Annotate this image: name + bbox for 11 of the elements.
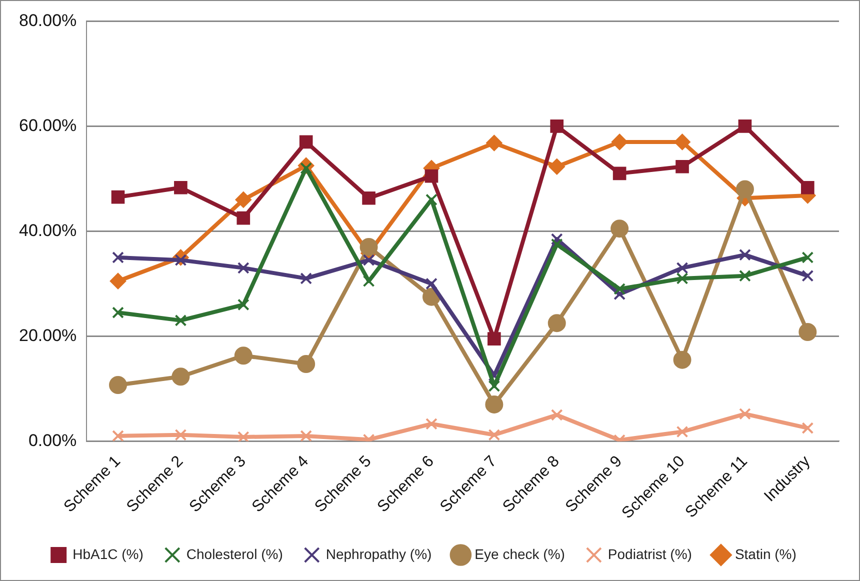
legend-label: Statin (%) — [734, 546, 796, 562]
y-tick-label: 40.00% — [18, 220, 77, 240]
y-tick-label: 80.00% — [18, 10, 77, 30]
legend-label: Eye check (%) — [474, 546, 565, 562]
y-tick-label: 60.00% — [18, 116, 77, 135]
legend-label: Podiatrist (%) — [608, 546, 692, 562]
y-tick-label: 0.00% — [28, 430, 77, 450]
legend-label: Cholesterol (%) — [186, 546, 283, 562]
legend-label: HbA1C (%) — [72, 546, 144, 562]
legend-label: Nephropathy (%) — [326, 546, 432, 562]
y-tick-label: 20.00% — [18, 326, 77, 345]
